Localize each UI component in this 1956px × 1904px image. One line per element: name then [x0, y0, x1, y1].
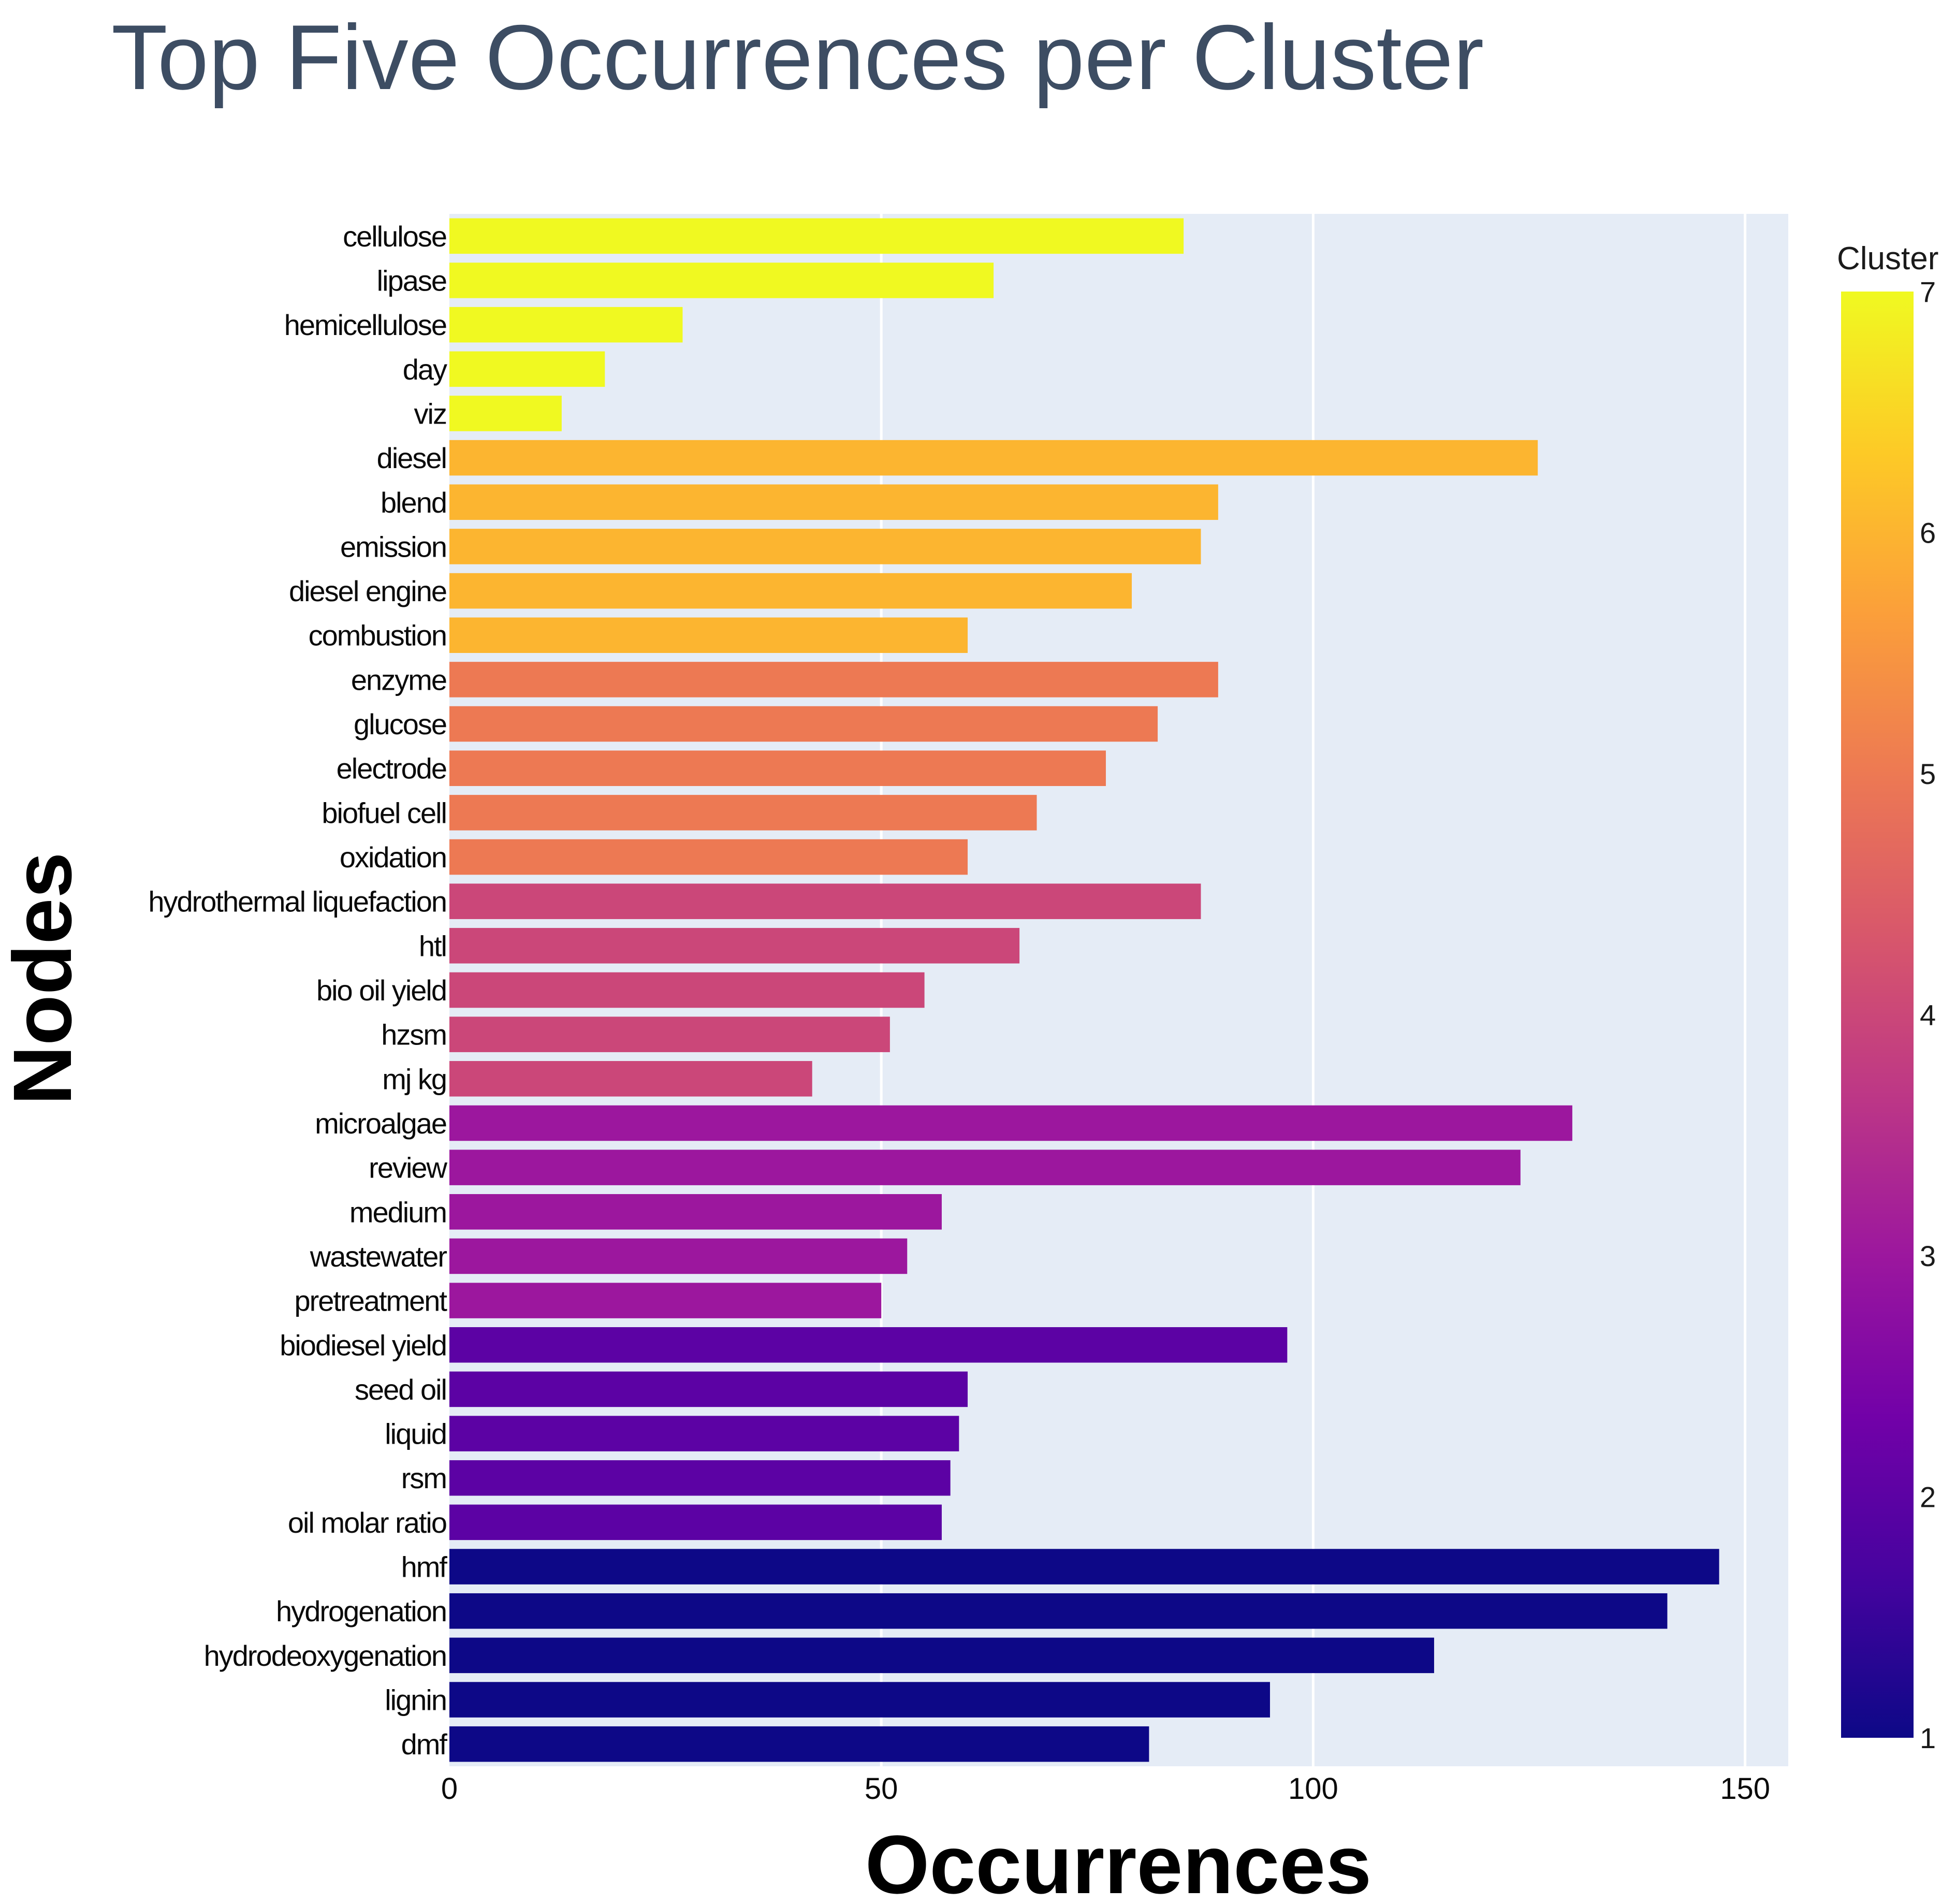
y-tick-label: wastewater: [310, 1240, 447, 1273]
colorbar-gradient: [1841, 292, 1914, 1738]
bar-lipase: [449, 263, 994, 298]
y-tick-label: biodiesel yield: [280, 1329, 446, 1361]
y-tick-label: pretreatment: [295, 1285, 448, 1317]
y-tick-label: dmf: [401, 1728, 448, 1761]
y-tick-label: blend: [381, 486, 446, 519]
y-tick-label: electrode: [337, 752, 446, 785]
bars: [449, 218, 1719, 1762]
bar-enzyme: [449, 662, 1218, 697]
y-tick-label: hydrothermal liquefaction: [148, 885, 446, 918]
y-tick-label: combustion: [309, 619, 446, 652]
y-tick-label: review: [369, 1152, 447, 1184]
bar-microalgae: [449, 1105, 1572, 1141]
y-tick-label: hzsm: [381, 1019, 446, 1051]
bar-mj-kg: [449, 1061, 812, 1097]
x-tick-label: 0: [441, 1772, 458, 1806]
bar-lignin: [449, 1682, 1270, 1718]
bar-hydrothermal-liquefaction: [449, 883, 1201, 919]
y-tick-label: diesel engine: [289, 575, 446, 607]
y-tick-label: oxidation: [340, 841, 446, 874]
y-tick-label: viz: [414, 397, 446, 430]
colorbar-tick-label: 7: [1920, 275, 1936, 308]
bar-emission: [449, 529, 1201, 564]
y-axis-title: Nodes: [0, 852, 89, 1106]
y-tick-label: hydrodeoxygenation: [204, 1639, 446, 1672]
chart-title: Top Five Occurrences per Cluster: [111, 6, 1484, 109]
colorbar-title: Cluster: [1837, 241, 1938, 277]
colorbar-tick-label: 1: [1920, 1722, 1936, 1754]
bar-blend: [449, 484, 1218, 520]
y-tick-label: microalgae: [315, 1107, 446, 1140]
bar-seed-oil: [449, 1371, 968, 1407]
bar-hzsm: [449, 1016, 890, 1052]
bar-electrode: [449, 750, 1106, 786]
y-tick-label: enzyme: [351, 663, 446, 696]
bar-cellulose: [449, 218, 1184, 254]
x-tick-label: 50: [865, 1772, 898, 1806]
y-tick-label: seed oil: [355, 1373, 446, 1406]
y-tick-label: liquid: [385, 1418, 446, 1450]
bar-diesel: [449, 440, 1538, 476]
bar-hmf: [449, 1549, 1719, 1585]
bar-dmf: [449, 1726, 1149, 1762]
bar-rsm: [449, 1460, 951, 1496]
colorbar-ticks: 1 2 3 4 5 6 7: [1920, 275, 1936, 1754]
bar-hemicellulose: [449, 307, 683, 343]
y-tick-label: mj kg: [382, 1063, 446, 1095]
x-axis-title: Occurrences: [865, 1818, 1371, 1901]
bar-hydrogenation: [449, 1593, 1668, 1629]
y-tick-label: cellulose: [343, 220, 446, 253]
bar-medium: [449, 1194, 942, 1230]
bar-wastewater: [449, 1238, 908, 1274]
y-tick-label: lipase: [377, 264, 446, 297]
x-tick-label: 150: [1720, 1772, 1770, 1806]
bar-liquid: [449, 1416, 959, 1451]
bar-oil-molar-ratio: [449, 1504, 942, 1540]
y-tick-label: lignin: [385, 1684, 446, 1717]
colorbar-tick-label: 3: [1920, 1240, 1936, 1272]
bar-glucose: [449, 706, 1158, 742]
bar-diesel-engine: [449, 573, 1132, 609]
y-tick-label: hmf: [401, 1551, 448, 1583]
bar-hydrodeoxygenation: [449, 1637, 1434, 1674]
bar-biodiesel-yield: [449, 1327, 1288, 1363]
x-tick-labels: 0 50 100 150: [441, 1772, 1770, 1806]
y-tick-label: glucose: [354, 708, 446, 740]
colorbar-tick-label: 5: [1920, 758, 1936, 790]
y-tick-label: oil molar ratio: [288, 1506, 446, 1539]
bar-biofuel-cell: [449, 795, 1037, 831]
y-tick-label: diesel: [377, 442, 446, 474]
colorbar-tick-label: 6: [1920, 517, 1936, 549]
colorbar-tick-label: 2: [1920, 1481, 1936, 1514]
bar-day: [449, 351, 605, 387]
y-tick-label: emission: [340, 530, 446, 563]
y-tick-label: bio oil yield: [316, 974, 446, 1007]
colorbar: Cluster 1 2 3 4 5 6 7: [1837, 241, 1938, 1754]
bar-review: [449, 1150, 1521, 1185]
y-tick-label: biofuel cell: [322, 796, 446, 829]
y-tick-label: medium: [349, 1196, 446, 1228]
bar-htl: [449, 928, 1020, 964]
y-tick-label: hemicellulose: [284, 309, 446, 341]
bar-bio-oil-yield: [449, 972, 925, 1008]
y-tick-label: day: [403, 353, 447, 386]
y-tick-label: hydrogenation: [276, 1595, 446, 1627]
bar-oxidation: [449, 839, 968, 875]
y-tick-labels: cellulose lipase hemicellulose day viz diesel…: [148, 220, 448, 1761]
colorbar-tick-label: 4: [1920, 999, 1936, 1031]
bar-pretreatment: [449, 1283, 882, 1318]
bar-viz: [449, 396, 562, 431]
x-tick-label: 100: [1288, 1772, 1338, 1806]
y-tick-label: rsm: [401, 1462, 446, 1494]
bar-combustion: [449, 617, 968, 653]
y-tick-label: htl: [419, 929, 446, 962]
